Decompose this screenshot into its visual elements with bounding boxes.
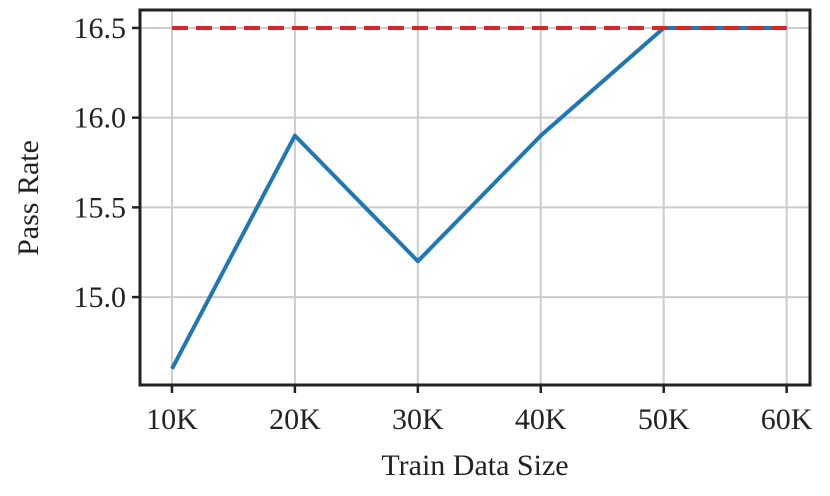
x-tick-label: 40K	[515, 403, 567, 436]
y-tick-label: 16.5	[74, 12, 127, 45]
x-tick-label: 60K	[761, 403, 813, 436]
x-tick-label: 30K	[392, 403, 444, 436]
y-tick-label: 15.0	[74, 281, 127, 314]
series-line	[170, 25, 787, 370]
x-tick-label: 10K	[146, 403, 198, 436]
x-tick-label: 20K	[269, 403, 321, 436]
y-axis-title: Pass Rate	[12, 140, 45, 256]
plot-frame	[138, 8, 812, 387]
y-tick-label: 15.5	[74, 191, 127, 224]
x-axis-title: Train Data Size	[381, 449, 568, 482]
x-tick-label: 50K	[638, 403, 690, 436]
y-tick-label: 16.0	[74, 102, 127, 135]
